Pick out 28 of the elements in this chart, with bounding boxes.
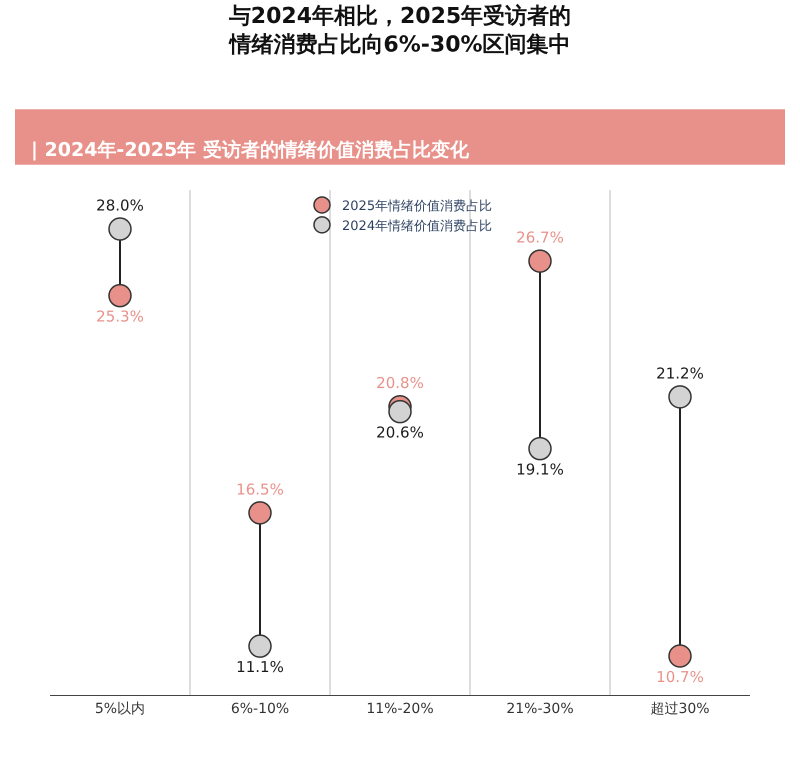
point [108,284,132,308]
point [668,644,692,668]
data-label: 19.1% [516,460,564,479]
point [248,634,272,658]
data-label: 20.6% [376,424,424,442]
x-tick-label: 超过30% [650,700,710,717]
data-label: 28.0% [96,196,144,214]
data-label: 10.7% [656,668,704,686]
legend-label: 2025年情绪价值消费占比 [342,199,492,214]
x-tick-label: 5%以内 [94,700,146,717]
x-tick-label: 11%-20% [366,700,434,717]
chart-title: 与2024年相比，2025年受访者的情绪消费占比向6%-30%区间集中 [227,2,572,58]
data-label: 26.7% [516,228,564,247]
point [248,501,272,525]
data-label: 20.8% [376,374,424,392]
chart-subtitle: | 2024年-2025年 受访者的情绪价值消费占比变化 [31,139,470,161]
point [108,217,132,241]
point [528,436,552,460]
x-tick-label: 6%-10% [230,700,290,717]
point [668,385,692,409]
point [388,400,412,424]
data-label: 11.1% [236,658,284,676]
data-label: 21.2% [656,364,704,382]
legend-label: 2024年情绪价值消费占比 [342,218,492,234]
x-tick-label: 21%-30% [506,700,574,717]
point [528,249,552,273]
data-label: 16.5% [236,480,284,498]
data-label: 25.3% [96,308,144,326]
